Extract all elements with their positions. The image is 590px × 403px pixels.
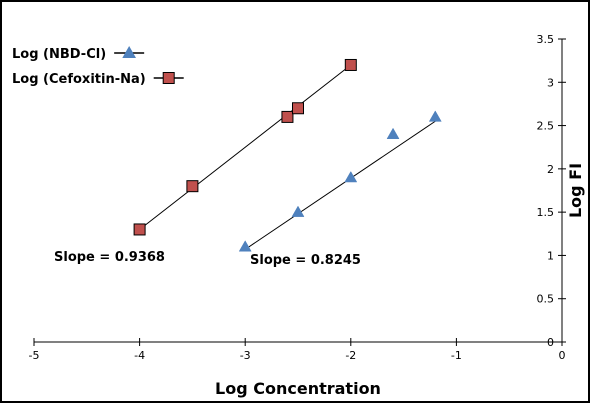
fit-lines-layer (139, 64, 436, 250)
data-point-cefoxitin-na (186, 180, 199, 193)
x-tick-label: -1 (451, 349, 462, 362)
data-point-nbd-cl (344, 171, 358, 183)
x-tick-label: 0 (559, 349, 566, 362)
data-point-cefoxitin-na (292, 102, 304, 115)
data-point-nbd-cl (428, 110, 442, 122)
legend-marker-square (162, 72, 175, 84)
data-point-nbd-cl (238, 240, 252, 252)
legend-label: Log (Cefoxitin-Na) (12, 72, 146, 87)
y-tick-label: 2 (547, 163, 554, 176)
axes-layer: -5 -4 -3 -2 -1 00 0.5 1 1.5 2 2.5 3 3.5 Log Concentra… (29, 33, 585, 398)
x-tick-label: -5 (29, 349, 40, 362)
y-tick-label: 1.5 (537, 206, 555, 219)
y-tick-label: 0.5 (537, 293, 555, 306)
x-tick-label: -2 (345, 349, 356, 362)
legend: Log (NBD-Cl) Log (Cefoxitin-Na) (12, 45, 184, 87)
data-point-cefoxitin-na (281, 110, 294, 123)
x-axis-title: Log Concentration (215, 379, 381, 398)
x-tick-label: -3 (240, 349, 251, 362)
y-tick-label: 2.5 (537, 120, 555, 133)
legend-label: Log (NBD-Cl) (12, 47, 106, 62)
data-point-cefoxitin-na (344, 58, 357, 71)
x-tick-label: -4 (134, 349, 145, 362)
fit-line-cefoxitin-na (139, 64, 352, 230)
legend-marker-triangle (122, 45, 137, 58)
slope-annotation: Slope = 0.8245 (250, 253, 361, 268)
points-layer (133, 58, 442, 252)
y-axis-title: Log FI (566, 163, 585, 218)
y-tick-label: 0 (547, 336, 554, 349)
fit-line-nbd-cl (244, 120, 436, 250)
slope-annotation: Slope = 0.9368 (54, 250, 165, 265)
data-point-nbd-cl (386, 127, 400, 139)
data-point-nbd-cl (291, 205, 305, 217)
annotations-layer: Slope = 0.8245 Slope = 0.9368 (54, 250, 361, 268)
y-tick-label: 3 (547, 76, 554, 89)
data-point-cefoxitin-na (133, 223, 146, 236)
y-tick-label: 3.5 (537, 33, 555, 46)
y-tick-label: 1 (547, 249, 554, 262)
